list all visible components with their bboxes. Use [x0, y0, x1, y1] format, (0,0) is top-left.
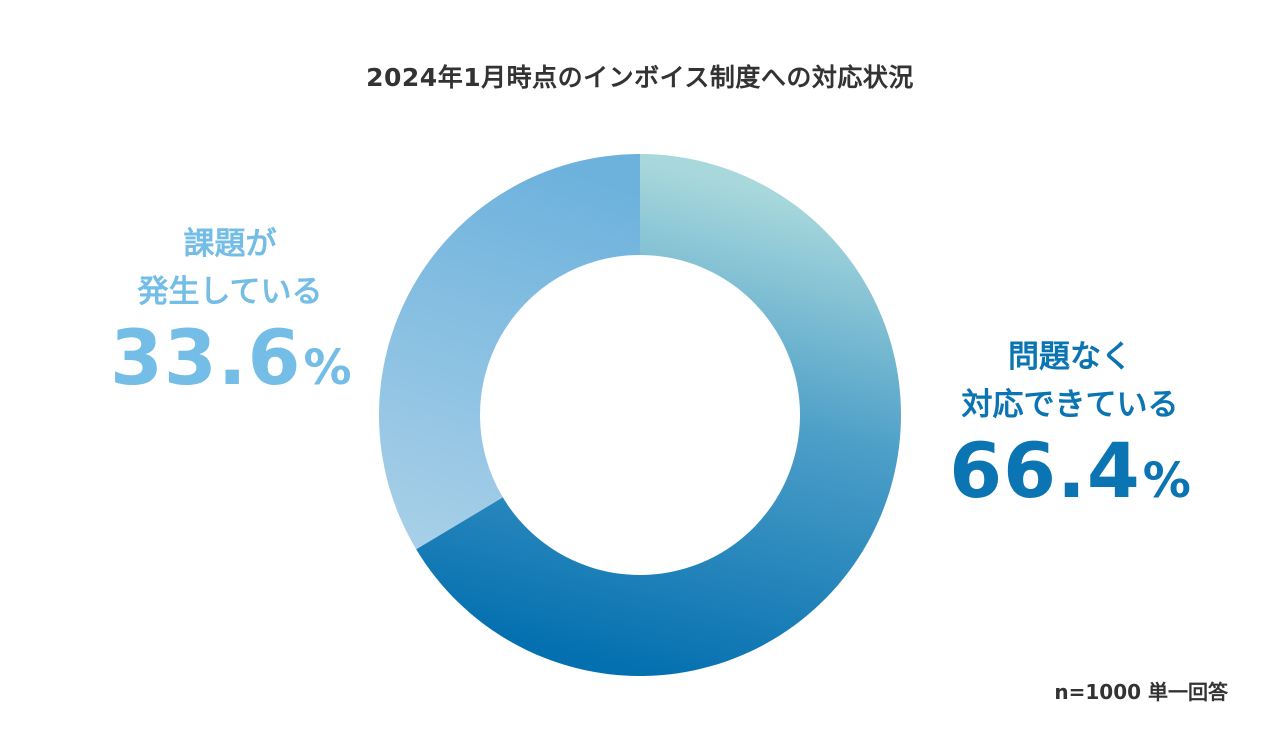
slice-value-ok: 66.4%: [940, 433, 1200, 509]
slice-label-issue-line2: 発生している: [137, 274, 323, 310]
chart-title: 2024年1月時点のインボイス制度への対応状況: [366, 63, 914, 92]
sample-size-note: n=1000 単一回答: [1054, 680, 1228, 704]
slice-value-issue-number: 33.6: [110, 313, 302, 402]
slice-value-ok-unit: %: [1142, 453, 1191, 509]
slice-value-issue-unit: %: [303, 340, 352, 396]
slice-label-ok: 問題なく 対応できている 66.4%: [940, 333, 1200, 509]
slice-label-issue: 課題が 発生している 33.6%: [110, 220, 352, 396]
donut-slice-ok: [416, 154, 902, 677]
slice-label-issue-line1: 課題が: [183, 226, 277, 262]
slice-label-ok-line1: 問題なく: [1008, 339, 1132, 375]
slice-label-ok-line2: 対応できている: [961, 387, 1179, 423]
slice-value-issue: 33.6%: [110, 320, 352, 396]
slice-value-ok-number: 66.4: [949, 426, 1141, 515]
donut-slice-issue: [379, 154, 640, 550]
